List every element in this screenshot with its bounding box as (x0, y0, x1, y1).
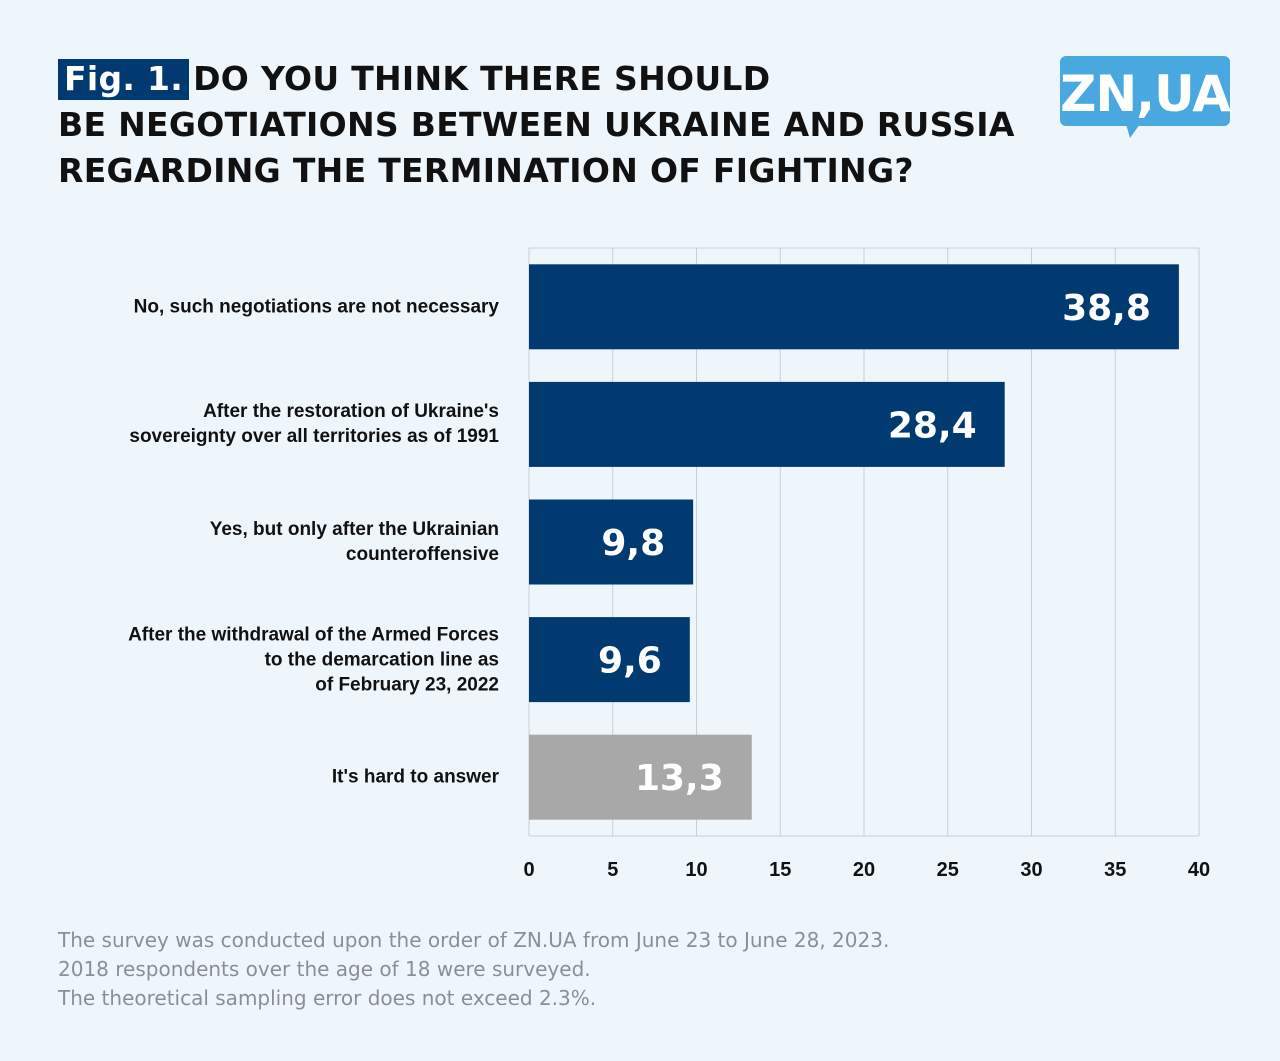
category-label-line: After the withdrawal of the Armed Forces (128, 624, 499, 646)
category-label: No, such negotiations are not necessary (29, 294, 499, 319)
survey-footnote: The survey was conducted upon the order … (58, 926, 889, 1013)
bar-value-label: 28,4 (888, 405, 977, 446)
category-label-line: Yes, but only after the Ukrainian (209, 519, 499, 540)
category-label-line: After the restoration of Ukraine's (203, 401, 499, 423)
figure-label: Fig. 1. (58, 59, 190, 100)
category-label-line: to the demarcation line as (264, 649, 499, 671)
x-tick-label: 5 (607, 859, 618, 881)
x-tick-label: 15 (769, 859, 791, 881)
footnote-line-3: The theoretical sampling error does not … (58, 986, 597, 1010)
bar-value-label: 38,8 (1062, 288, 1151, 329)
bar-value-label: 13,3 (635, 758, 724, 799)
logo-bubble (1060, 56, 1230, 126)
x-tick-label: 40 (1188, 859, 1210, 881)
x-tick-label: 30 (1020, 859, 1042, 881)
x-tick-label: 20 (853, 859, 875, 881)
bar-value-label: 9,6 (598, 641, 662, 682)
category-label: After the restoration of Ukraine's sovere… (29, 399, 499, 449)
title-line-3: REGARDING THE TERMINATION OF FIGHTING? (58, 151, 914, 190)
category-label-line: sovereignty over all territories as of 1… (129, 426, 499, 448)
bar (529, 734, 752, 820)
bar (529, 264, 1179, 350)
footnote-line-1: The survey was conducted upon the order … (58, 928, 890, 952)
bar-value-label: 9,8 (601, 523, 665, 564)
category-label-line: counteroffensive (345, 544, 499, 565)
bar (529, 499, 694, 585)
category-label-line: of February 23, 2022 (315, 674, 499, 696)
category-label: Yes, but only after the Ukrainian counter… (29, 517, 499, 567)
x-tick-label: 10 (685, 859, 707, 881)
logo-bubble-tail (1126, 124, 1140, 138)
x-tick-label: 35 (1104, 859, 1126, 881)
category-label: It's hard to answer (29, 765, 499, 790)
zn-ua-logo: ZN,UA (1060, 56, 1230, 138)
footnote-line-2: 2018 respondents over the age of 18 were… (58, 957, 591, 981)
category-label: After the withdrawal of the Armed Forces… (29, 622, 499, 697)
logo-text: ZN,UA (1060, 65, 1230, 123)
x-tick-label: 25 (937, 859, 959, 881)
bar-chart: 0 5 10 15 20 25 30 35 40 38,8 28,4 9,8 9,6 13,3 (523, 247, 1210, 881)
category-label-line: No, such negotiations are not necessary (133, 296, 499, 318)
x-tick-label: 0 (523, 859, 534, 881)
title-text-1: DO YOU THINK THERE SHOULD (193, 59, 771, 98)
bar (529, 617, 690, 703)
chart-title: Fig. 1. DO YOU THINK THERE SHOULD BE NEGO… (58, 56, 1038, 194)
title-line-1: Fig. 1. DO YOU THINK THERE SHOULD (58, 56, 1038, 102)
title-line-2: BE NEGOTIATIONS BETWEEN UKRAINE AND RUSS… (58, 105, 1015, 144)
category-label-line: It's hard to answer (331, 766, 499, 788)
bar (529, 381, 1005, 467)
